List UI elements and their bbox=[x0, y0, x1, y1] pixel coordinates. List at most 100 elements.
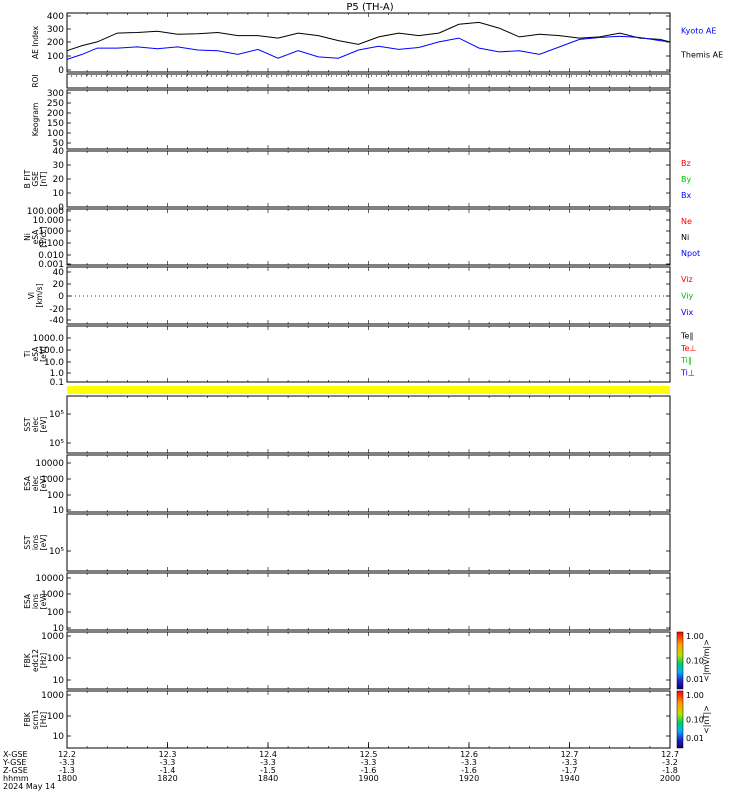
ylabel-esa_i-2: [eV] bbox=[39, 594, 48, 610]
legend-ti-2: Ti∥ bbox=[680, 356, 692, 365]
series-line-kyoto-ae bbox=[66, 35, 671, 60]
xaxis-value-x: 12.6 bbox=[460, 750, 478, 759]
xaxis-value-z: -1.5 bbox=[260, 766, 276, 775]
y-tick-label-ti: 0.1 bbox=[50, 378, 64, 388]
xaxis-value-y: -3.3 bbox=[160, 758, 176, 767]
xaxis-value-t: 2000 bbox=[660, 774, 680, 783]
xaxis-value-z: -1.6 bbox=[461, 766, 477, 775]
xaxis-value-t: 1800 bbox=[57, 774, 77, 783]
y-tick-label-ae: 200 bbox=[47, 38, 64, 48]
xaxis-value-z: -1.8 bbox=[662, 766, 678, 775]
y-tick-label-keo: 200 bbox=[47, 109, 64, 119]
ylabel-fbk_e-2: [Hz] bbox=[39, 653, 48, 669]
legend-vi-1: Viy bbox=[681, 292, 694, 301]
ylabel-ti-2: [eV] bbox=[39, 346, 48, 362]
xaxis-value-y: -3.2 bbox=[662, 758, 678, 767]
y-tick-label-bfit: 40 bbox=[53, 147, 65, 157]
ylabel-keo-0: Keogram bbox=[31, 103, 40, 137]
colorbar-tick-fbk_e: 1.00 bbox=[686, 632, 704, 641]
legend-ae-0: Kyoto AE bbox=[681, 27, 716, 36]
ylabel-esa_i-1: ions bbox=[31, 594, 40, 609]
ylabel-sst_i-2: [eV] bbox=[39, 535, 48, 551]
ylabel-ni-1: eSA bbox=[31, 229, 40, 245]
panel-frame-sst_i bbox=[66, 513, 671, 572]
xaxis-value-x: 12.2 bbox=[58, 750, 76, 759]
panel-frame-vi bbox=[66, 266, 671, 325]
y-tick-label-sst_i: 10⁵ bbox=[49, 547, 64, 557]
y-tick-label-vi: 0 bbox=[58, 292, 64, 302]
colorbar-label-fbk_e: <|mV/m|> bbox=[702, 639, 711, 682]
y-tick-label-ae: 300 bbox=[47, 25, 64, 35]
xaxis-value-x: 12.4 bbox=[259, 750, 277, 759]
ylabel-fbk_b-0: FBK bbox=[23, 711, 32, 726]
xaxis-row-label-2: Z-GSE bbox=[3, 766, 28, 775]
y-tick-label-ae: 400 bbox=[47, 12, 64, 22]
ylabel-esa_e-2: [eV] bbox=[39, 476, 48, 492]
ylabel-ti-0: Ti bbox=[23, 351, 32, 358]
colorbar-tick-fbk_e: 0.01 bbox=[686, 675, 704, 684]
xaxis-value-x: 12.7 bbox=[661, 750, 679, 759]
y-tick-label-ni: 0.100 bbox=[38, 239, 64, 249]
plot-title: P5 (TH-A) bbox=[346, 2, 393, 13]
panel-frame-keo bbox=[66, 89, 671, 150]
ylabel-ti-1: eSA bbox=[31, 346, 40, 362]
y-tick-label-ni: 0.010 bbox=[38, 251, 64, 261]
ylabel-roi-0: ROI bbox=[31, 74, 40, 87]
panel-frame-ni bbox=[66, 208, 671, 266]
xaxis-row-label-4: 2024 May 14 bbox=[3, 782, 55, 791]
legend-vi-0: Viz bbox=[681, 275, 693, 284]
colorbar-label-fbk_b: <|nT|> bbox=[702, 705, 711, 734]
panel-frame-fbk_b bbox=[66, 690, 671, 749]
legend-bfit-0: Bz bbox=[681, 159, 691, 168]
panel-frame-sst_e bbox=[66, 395, 671, 454]
y-tick-label-bfit: 20 bbox=[53, 175, 65, 185]
xaxis-row-label-1: Y-GSE bbox=[2, 758, 26, 767]
legend-bfit-1: By bbox=[681, 175, 691, 184]
y-tick-label-esa_e: 10 bbox=[53, 506, 65, 516]
y-tick-label-fbk_b: 1000 bbox=[41, 691, 64, 701]
ylabel-bfit-2: [nT] bbox=[39, 171, 48, 186]
y-tick-label-vi: 20 bbox=[53, 280, 65, 290]
y-tick-label-esa_e: 10000 bbox=[35, 459, 64, 469]
y-tick-label-fbk_e: 100 bbox=[47, 654, 64, 664]
y-tick-label-fbk_e: 1000 bbox=[41, 632, 64, 642]
panel-frame-esa_e bbox=[66, 454, 671, 513]
xaxis-value-y: -3.3 bbox=[562, 758, 578, 767]
y-tick-label-sst_e: 10⁵ bbox=[49, 439, 64, 449]
ylabel-ni-2: [1/cc] bbox=[39, 226, 48, 247]
ylabel-fbk_b-2: [Hz] bbox=[39, 712, 48, 728]
panel-frame-fbk_e bbox=[66, 631, 671, 690]
y-tick-label-fbk_e: 10 bbox=[53, 676, 65, 686]
xaxis-value-z: -1.7 bbox=[562, 766, 578, 775]
y-tick-label-fbk_b: 10 bbox=[53, 732, 65, 742]
y-tick-label-esa_i: 10000 bbox=[35, 574, 64, 584]
colorbar-fbk_e bbox=[676, 631, 684, 690]
ylabel-fbk_e-0: FBK bbox=[23, 652, 32, 667]
colorbar-tick-fbk_e: 0.10 bbox=[686, 657, 704, 666]
xaxis-value-x: 12.5 bbox=[360, 750, 378, 759]
ylabel-esa_e-0: ESA bbox=[23, 475, 32, 491]
xaxis-row-label-3: hhmm bbox=[3, 774, 29, 783]
ylabel-ni-0: Ni bbox=[23, 233, 32, 241]
xaxis-value-y: -3.3 bbox=[461, 758, 477, 767]
xaxis-value-z: -1.4 bbox=[160, 766, 176, 775]
y-tick-label-keo: 100 bbox=[47, 129, 64, 139]
xaxis-value-x: 12.7 bbox=[561, 750, 579, 759]
y-tick-label-sst_e: 10⁵ bbox=[49, 410, 64, 420]
panel-frame-bfit bbox=[66, 150, 671, 208]
colorbar-tick-fbk_b: 0.10 bbox=[686, 716, 704, 725]
y-tick-label-ni: 0.001 bbox=[38, 260, 64, 270]
ylabel-vi-1: [km/s] bbox=[35, 283, 44, 307]
colorbar-tick-fbk_b: 0.01 bbox=[686, 734, 704, 743]
ylabel-sst_i-1: ions bbox=[31, 535, 40, 550]
ylabel-vi-0: Vi bbox=[27, 292, 36, 299]
y-tick-label-esa_e: 1000 bbox=[41, 475, 64, 485]
xaxis-value-t: 1840 bbox=[258, 774, 278, 783]
legend-ti-0: Te∥ bbox=[680, 331, 693, 340]
y-tick-label-bfit: 30 bbox=[53, 161, 65, 171]
ylabel-sst_e-0: SST bbox=[23, 417, 32, 432]
y-tick-label-ti: 1000.0 bbox=[33, 334, 65, 344]
series-line-themis-ae bbox=[66, 21, 671, 52]
